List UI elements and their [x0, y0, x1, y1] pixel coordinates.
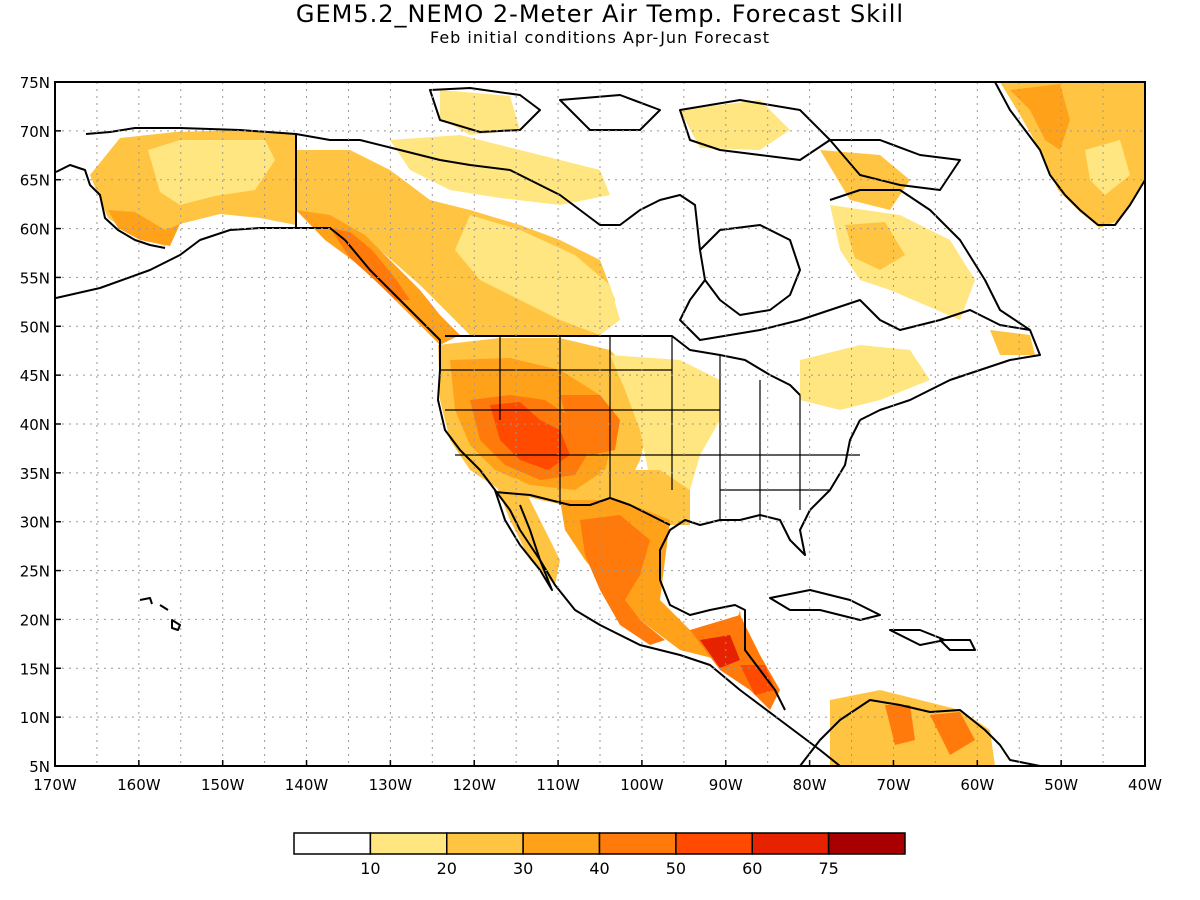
- colorbar-bin: [369, 832, 448, 855]
- coast-labrador: [829, 189, 1031, 331]
- colorbar-label: 60: [742, 859, 762, 878]
- colorbar-label: 75: [818, 859, 838, 878]
- lon-tick-label: 160W: [117, 776, 161, 794]
- shade-greenland-core: [1085, 140, 1130, 195]
- state-lines: [440, 336, 860, 520]
- shade-baja: [490, 470, 560, 585]
- lon-tick-label: 70W: [877, 776, 911, 794]
- coast-canada-north: [359, 139, 1041, 421]
- coast-alaska: [55, 127, 360, 299]
- lat-tick-label: 75N: [20, 74, 50, 92]
- shade-guatemala: [700, 635, 740, 668]
- shade-maritimes: [990, 330, 1035, 355]
- lon-tick-label: 140W: [285, 776, 329, 794]
- colorbar-bin: [293, 832, 372, 855]
- colorbar-label: 50: [666, 859, 686, 878]
- lat-tick-label: 50N: [20, 318, 50, 336]
- skill-shading: [90, 82, 1145, 766]
- lon-tick-label: 40W: [1128, 776, 1162, 794]
- colorbar-bin: [522, 832, 601, 855]
- shade-nicaragua: [740, 665, 775, 695]
- gridlines: [55, 82, 1145, 766]
- coast-hudson-bay: [699, 224, 801, 316]
- lat-tick-label: 40N: [20, 416, 50, 434]
- coast-cuba: [769, 589, 976, 651]
- shade-nwt: [390, 135, 610, 205]
- lon-tick-label: 100W: [620, 776, 664, 794]
- colorbar-label: 10: [360, 859, 380, 878]
- map-subtitle: Feb initial conditions Apr-Jun Forecast: [429, 28, 770, 47]
- shade-greenland-inner: [1010, 84, 1070, 150]
- colorbar-label: 40: [589, 859, 609, 878]
- lat-tick-label: 30N: [20, 514, 50, 532]
- colorbar-bin: [751, 832, 830, 855]
- shade-prairies: [455, 215, 620, 335]
- lat-tick-label: 25N: [20, 563, 50, 581]
- longitude-ticks: 170W 160W 150W 140W 130W 120W 110W 100W 90W 80W 70…: [33, 760, 1162, 794]
- lon-tick-label: 170W: [33, 776, 77, 794]
- colorbar: 10 20 30 40 50 60 75: [293, 832, 906, 878]
- lat-tick-label: 60N: [20, 221, 50, 239]
- shade-arctic-3: [820, 150, 910, 210]
- shade-nevada-utah: [490, 402, 570, 470]
- lon-tick-label: 90W: [709, 776, 743, 794]
- lon-tick-label: 110W: [536, 776, 580, 794]
- colorbar-label: 20: [437, 859, 457, 878]
- shade-quebec-2: [845, 222, 905, 270]
- colorbar-bin: [598, 832, 677, 855]
- lat-tick-label: 5N: [29, 758, 50, 776]
- colorbar-label: 30: [513, 859, 533, 878]
- coastlines: [55, 82, 1145, 766]
- lat-tick-label: 65N: [20, 172, 50, 190]
- coast-arctic-islands: [429, 87, 961, 191]
- shade-venezuela-core: [885, 705, 915, 745]
- coast-baja: [494, 489, 553, 591]
- lon-tick-label: 50W: [1044, 776, 1078, 794]
- colorbar-bin: [446, 832, 524, 855]
- colorbar-bin: [675, 832, 753, 855]
- lat-tick-label: 70N: [20, 123, 50, 141]
- shade-southern-ontario: [800, 345, 930, 410]
- shade-plains: [610, 355, 720, 490]
- lat-tick-label: 35N: [20, 465, 50, 483]
- lon-tick-label: 120W: [452, 776, 496, 794]
- border-us-mexico: [494, 491, 671, 526]
- lat-tick-label: 20N: [20, 611, 50, 629]
- lon-tick-label: 60W: [960, 776, 994, 794]
- coast-greenland: [994, 82, 1145, 226]
- lon-tick-label: 130W: [369, 776, 413, 794]
- shade-arctic-islands: [440, 90, 520, 135]
- lat-tick-label: 45N: [20, 367, 50, 385]
- map-title: GEM5.2_NEMO 2-Meter Air Temp. Forecast S…: [295, 0, 905, 28]
- coast-us-west: [344, 239, 841, 766]
- coast-gulf: [659, 419, 861, 711]
- colorbar-bin: [827, 832, 906, 855]
- coast-south-america: [799, 699, 1041, 766]
- lat-tick-label: 55N: [20, 269, 50, 287]
- lon-tick-label: 150W: [201, 776, 245, 794]
- lat-tick-label: 10N: [20, 709, 50, 727]
- coast-hawaii: [139, 597, 181, 631]
- shade-south-plains: [600, 470, 690, 525]
- shade-guyana: [930, 712, 975, 755]
- latitude-ticks: 5N 10N 15N 20N 25N 30N 35N 40N 45N 50N 55N 60N 65N 70…: [20, 74, 61, 776]
- shade-alaska-south: [108, 210, 180, 246]
- lat-tick-label: 15N: [20, 660, 50, 678]
- shade-mexico-core: [580, 515, 665, 645]
- shade-alaska-interior: [148, 140, 275, 205]
- border-us-canada: [445, 335, 801, 396]
- lon-tick-label: 80W: [793, 776, 827, 794]
- shade-arctic-2: [680, 100, 790, 150]
